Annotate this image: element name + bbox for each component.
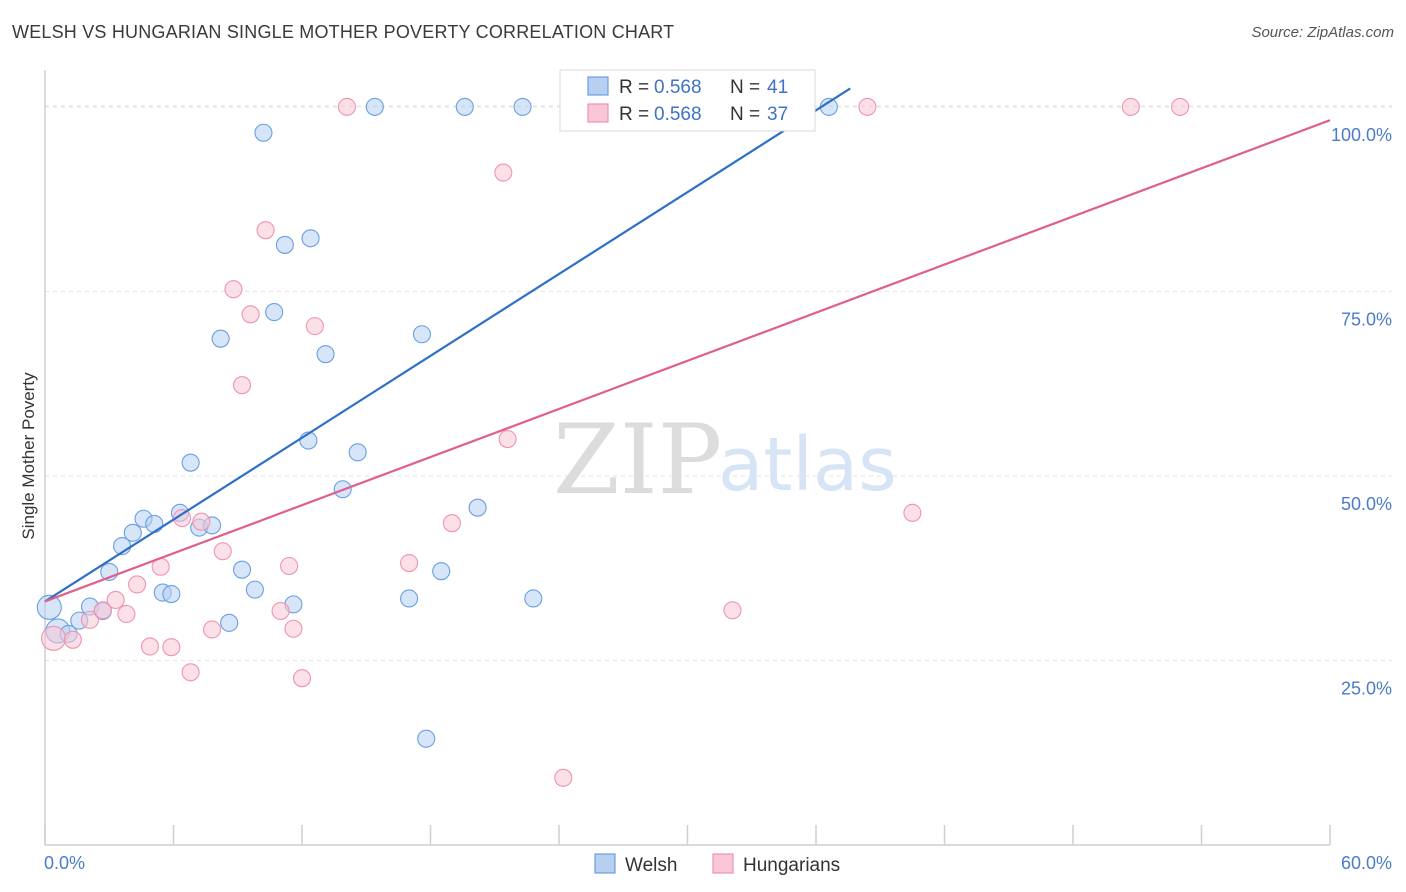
welsh-point-22 — [265, 303, 284, 322]
hungarians-series-label: Hungarians — [743, 855, 840, 876]
hungarians-point-2 — [80, 610, 100, 629]
welsh-point-29 — [348, 443, 367, 462]
hungarians-point-29 — [554, 768, 573, 787]
hungarians-point-18 — [256, 221, 275, 240]
y-tick-label-75: 75.0% — [1341, 309, 1392, 329]
hungarians-r-label: R = — [619, 104, 649, 125]
y-axis-label: Single Mother Poverty — [19, 372, 38, 540]
watermark-zip: ZIP — [553, 404, 722, 516]
welsh-point-0 — [36, 594, 62, 620]
hungarians-point-1 — [63, 630, 82, 649]
hungarians-r-value: 0.568 — [654, 104, 702, 125]
welsh-point-26 — [301, 229, 320, 248]
welsh-point-27 — [316, 345, 335, 364]
hungarians-point-31 — [858, 97, 877, 116]
welsh-point-12 — [162, 584, 181, 604]
hungarians-n-label: N = — [730, 104, 760, 125]
watermark: ZIP atlas — [553, 404, 897, 516]
hungarians-series-swatch — [712, 853, 734, 874]
x-tick-label-min: 0.0% — [44, 853, 85, 873]
welsh-point-35 — [455, 97, 474, 116]
x-tick-label-max: 60.0% — [1341, 853, 1392, 873]
y-tick-label-50: 50.0% — [1341, 494, 1392, 514]
welsh-legend-swatch — [587, 76, 609, 96]
hungarians-point-25 — [400, 553, 419, 573]
welsh-point-37 — [513, 97, 532, 116]
y-tick-labels: 25.0% 50.0% 75.0% 100.0% — [1331, 125, 1392, 699]
hungarians-point-21 — [284, 619, 303, 638]
hungarians-point-27 — [494, 163, 513, 182]
welsh-point-38 — [524, 589, 543, 608]
data-points — [36, 97, 1190, 787]
welsh-series-label: Welsh — [625, 855, 677, 876]
welsh-point-36 — [468, 498, 487, 517]
welsh-trend-line — [44, 87, 851, 603]
hungarians-point-34 — [1171, 97, 1190, 116]
welsh-point-20 — [245, 580, 264, 599]
hungarians-point-13 — [203, 620, 222, 639]
welsh-point-8 — [123, 523, 142, 542]
welsh-point-31 — [400, 589, 419, 608]
welsh-point-14 — [181, 453, 200, 472]
watermark-atlas: atlas — [718, 422, 897, 508]
hungarians-point-11 — [181, 663, 200, 682]
hungarians-legend-swatch — [587, 103, 609, 123]
hungarians-point-3 — [93, 601, 112, 620]
hungarians-point-4 — [106, 590, 125, 610]
hungarians-point-26 — [442, 514, 461, 533]
y-tick-label-25: 25.0% — [1341, 678, 1392, 698]
welsh-point-21 — [254, 123, 273, 142]
hungarians-n-value: 37 — [767, 104, 788, 125]
hungarians-point-12 — [192, 512, 211, 531]
y-tick-label-100: 100.0% — [1331, 125, 1392, 145]
hungarians-point-17 — [241, 305, 260, 324]
hungarians-point-32 — [903, 503, 922, 522]
hungarians-point-14 — [213, 542, 232, 561]
hungarians-trend-line — [44, 119, 1331, 603]
welsh-series-swatch — [594, 853, 616, 874]
hungarians-point-33 — [1121, 97, 1140, 116]
hungarians-point-16 — [232, 376, 252, 395]
welsh-point-33 — [417, 729, 436, 748]
hungarians-point-9 — [162, 638, 181, 657]
hungarians-point-20 — [280, 556, 299, 576]
hungarians-point-15 — [224, 280, 243, 299]
hungarians-point-22 — [292, 669, 312, 688]
hungarians-point-6 — [128, 575, 147, 594]
hungarians-point-0 — [41, 625, 67, 651]
hungarians-point-30 — [723, 601, 742, 620]
hungarians-point-5 — [117, 604, 136, 624]
stats-legend: R = 0.568 N = 41 R = 0.568 N = 37 — [559, 69, 816, 132]
welsh-point-23 — [275, 235, 294, 254]
welsh-point-17 — [211, 329, 230, 348]
welsh-point-18 — [220, 613, 239, 632]
hungarians-point-7 — [140, 637, 159, 656]
welsh-point-30 — [365, 97, 384, 116]
hungarians-point-23 — [305, 317, 324, 336]
welsh-r-value: 0.568 — [654, 77, 702, 98]
trend-lines — [44, 87, 1331, 603]
welsh-point-34 — [432, 562, 451, 581]
hungarians-point-19 — [271, 601, 290, 621]
welsh-r-label: R = — [619, 77, 649, 98]
hungarians-point-24 — [337, 97, 357, 116]
welsh-n-label: N = — [730, 77, 760, 98]
welsh-point-10 — [145, 514, 164, 533]
series-legend: Welsh Hungarians — [594, 853, 840, 876]
welsh-point-19 — [232, 560, 252, 579]
welsh-point-32 — [412, 325, 431, 344]
hungarians-point-28 — [498, 429, 517, 449]
axes — [44, 70, 1331, 846]
welsh-n-value: 41 — [767, 77, 788, 98]
hungarians-point-10 — [173, 508, 192, 528]
chart-title: WELSH VS HUNGARIAN SINGLE MOTHER POVERTY… — [12, 22, 675, 42]
source-label: Source: ZipAtlas.com — [1251, 24, 1394, 41]
